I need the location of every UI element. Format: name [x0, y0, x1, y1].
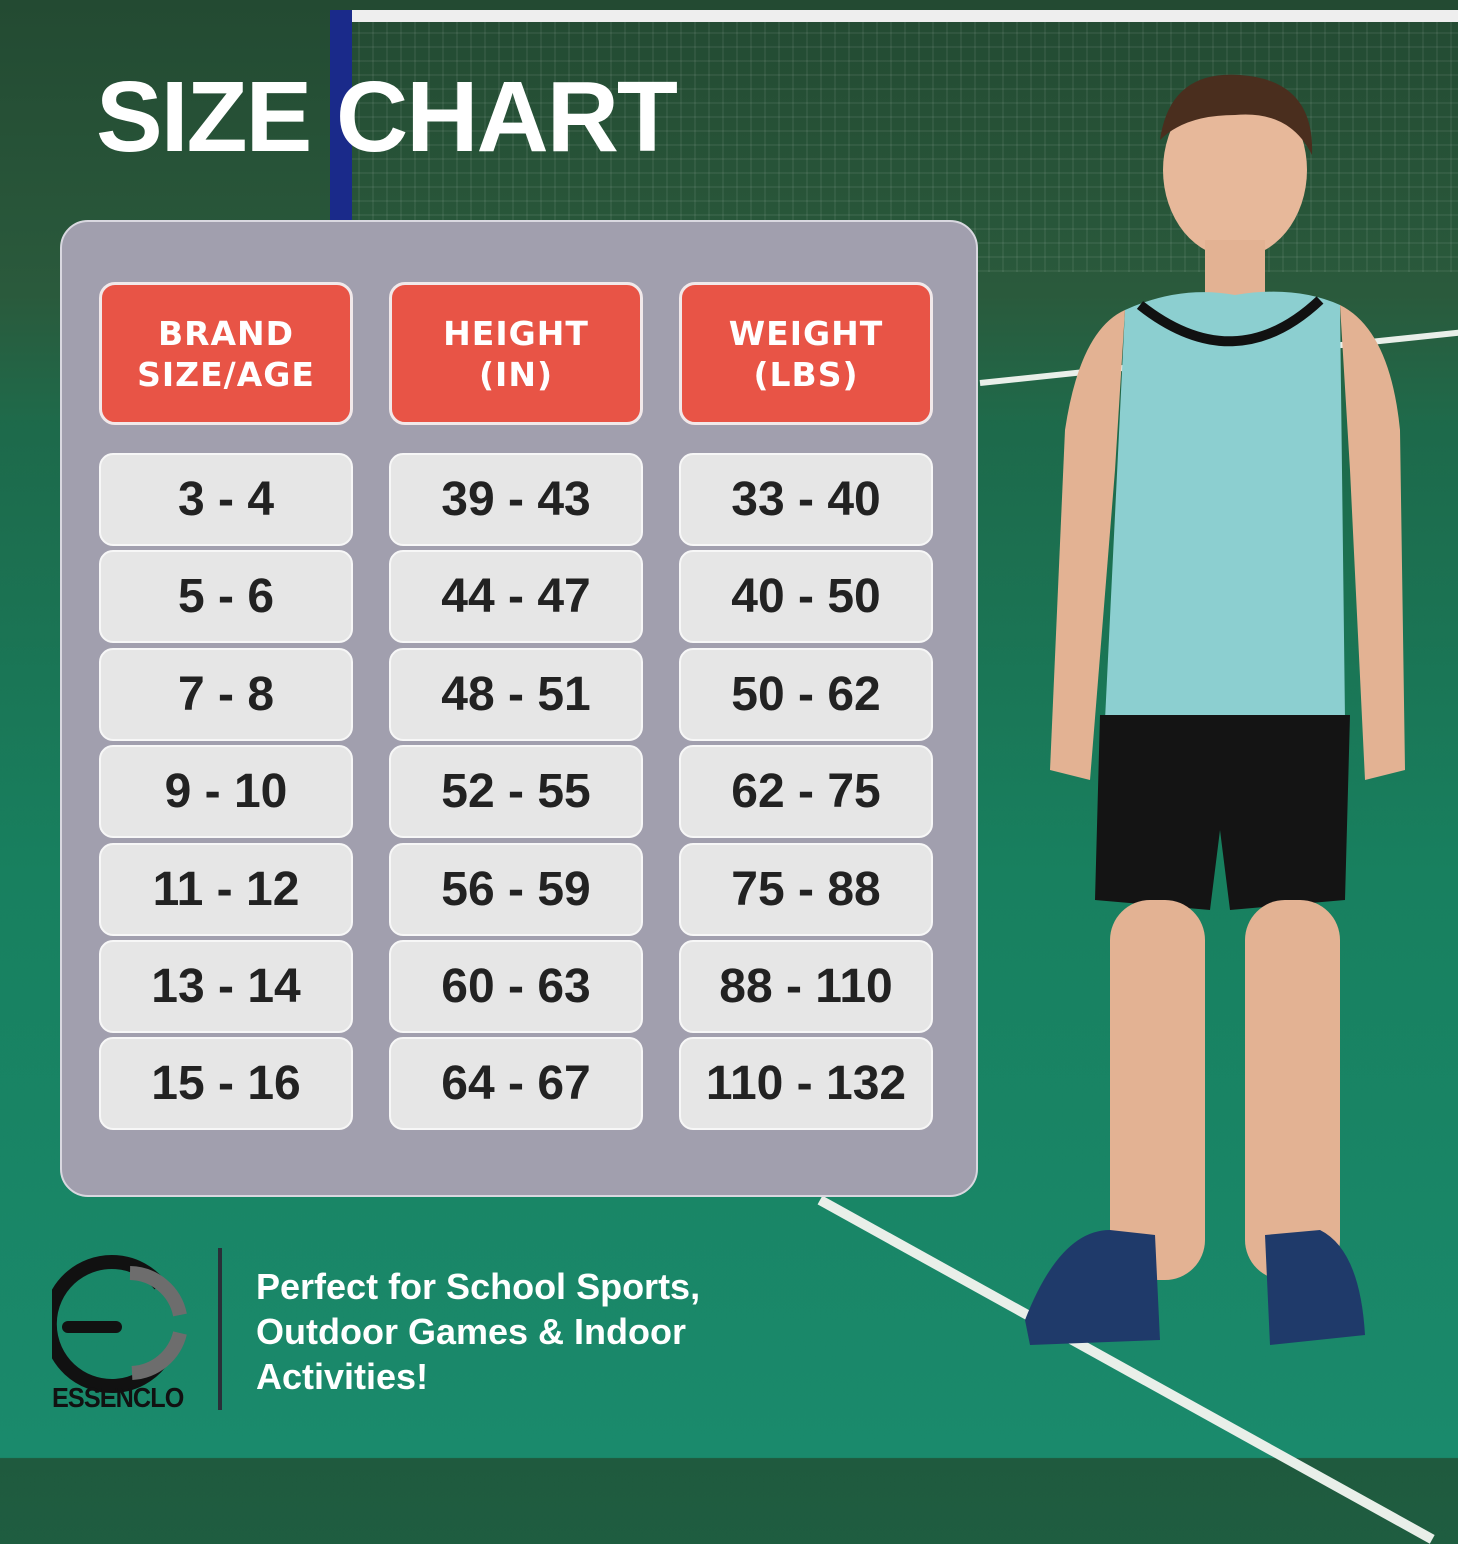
table-cell: 33 - 40 [679, 453, 933, 546]
table-cell: 56 - 59 [389, 842, 643, 936]
table-cell: 40 - 50 [679, 550, 933, 644]
column-header-line: WEIGHT [728, 313, 884, 353]
page-title: SIZE CHART [96, 61, 678, 173]
table-cell: 7 - 8 [99, 647, 353, 741]
table-cell: 64 - 67 [389, 1037, 643, 1131]
table-cell: 15 - 16 [99, 1037, 353, 1131]
column-header-line: (LBS) [753, 354, 859, 394]
column-header: WEIGHT (LBS) [679, 282, 933, 425]
table-cell: 13 - 14 [99, 940, 353, 1033]
model-photo [1025, 74, 1405, 1345]
divider [218, 1248, 222, 1410]
column-header: HEIGHT (IN) [389, 282, 643, 425]
table-cell: 50 - 62 [679, 647, 933, 741]
brand-name: ESSENCLO [52, 1382, 184, 1413]
column-header-line: SIZE/AGE [137, 354, 315, 394]
table-cell: 62 - 75 [679, 745, 933, 839]
column-header: BRAND SIZE/AGE [99, 282, 353, 425]
table-cell: 39 - 43 [389, 453, 643, 546]
table-cell: 88 - 110 [679, 940, 933, 1033]
table-cell: 5 - 6 [99, 550, 353, 644]
table-cell: 75 - 88 [679, 842, 933, 936]
net-top-band [345, 10, 1458, 22]
tagline: Perfect for School Sports, Outdoor Games… [256, 1264, 700, 1399]
table-cell: 11 - 12 [99, 842, 353, 936]
table-cell: 110 - 132 [679, 1037, 933, 1131]
table-cell: 9 - 10 [99, 745, 353, 839]
table-cell: 44 - 47 [389, 550, 643, 644]
tagline-line: Outdoor Games & Indoor [256, 1311, 687, 1352]
table-cell: 52 - 55 [389, 745, 643, 839]
table-cell: 48 - 51 [389, 647, 643, 741]
tagline-line: Activities! [256, 1356, 429, 1397]
table-cell: 60 - 63 [389, 940, 643, 1033]
tagline-line: Perfect for School Sports, [256, 1266, 701, 1307]
table-cell: 3 - 4 [99, 453, 353, 546]
essenclo-logo-icon [52, 1255, 187, 1393]
net-pole [330, 10, 352, 220]
column-header-line: BRAND [157, 313, 295, 353]
column-header-line: (IN) [478, 354, 554, 394]
column-header-line: HEIGHT [443, 313, 589, 353]
